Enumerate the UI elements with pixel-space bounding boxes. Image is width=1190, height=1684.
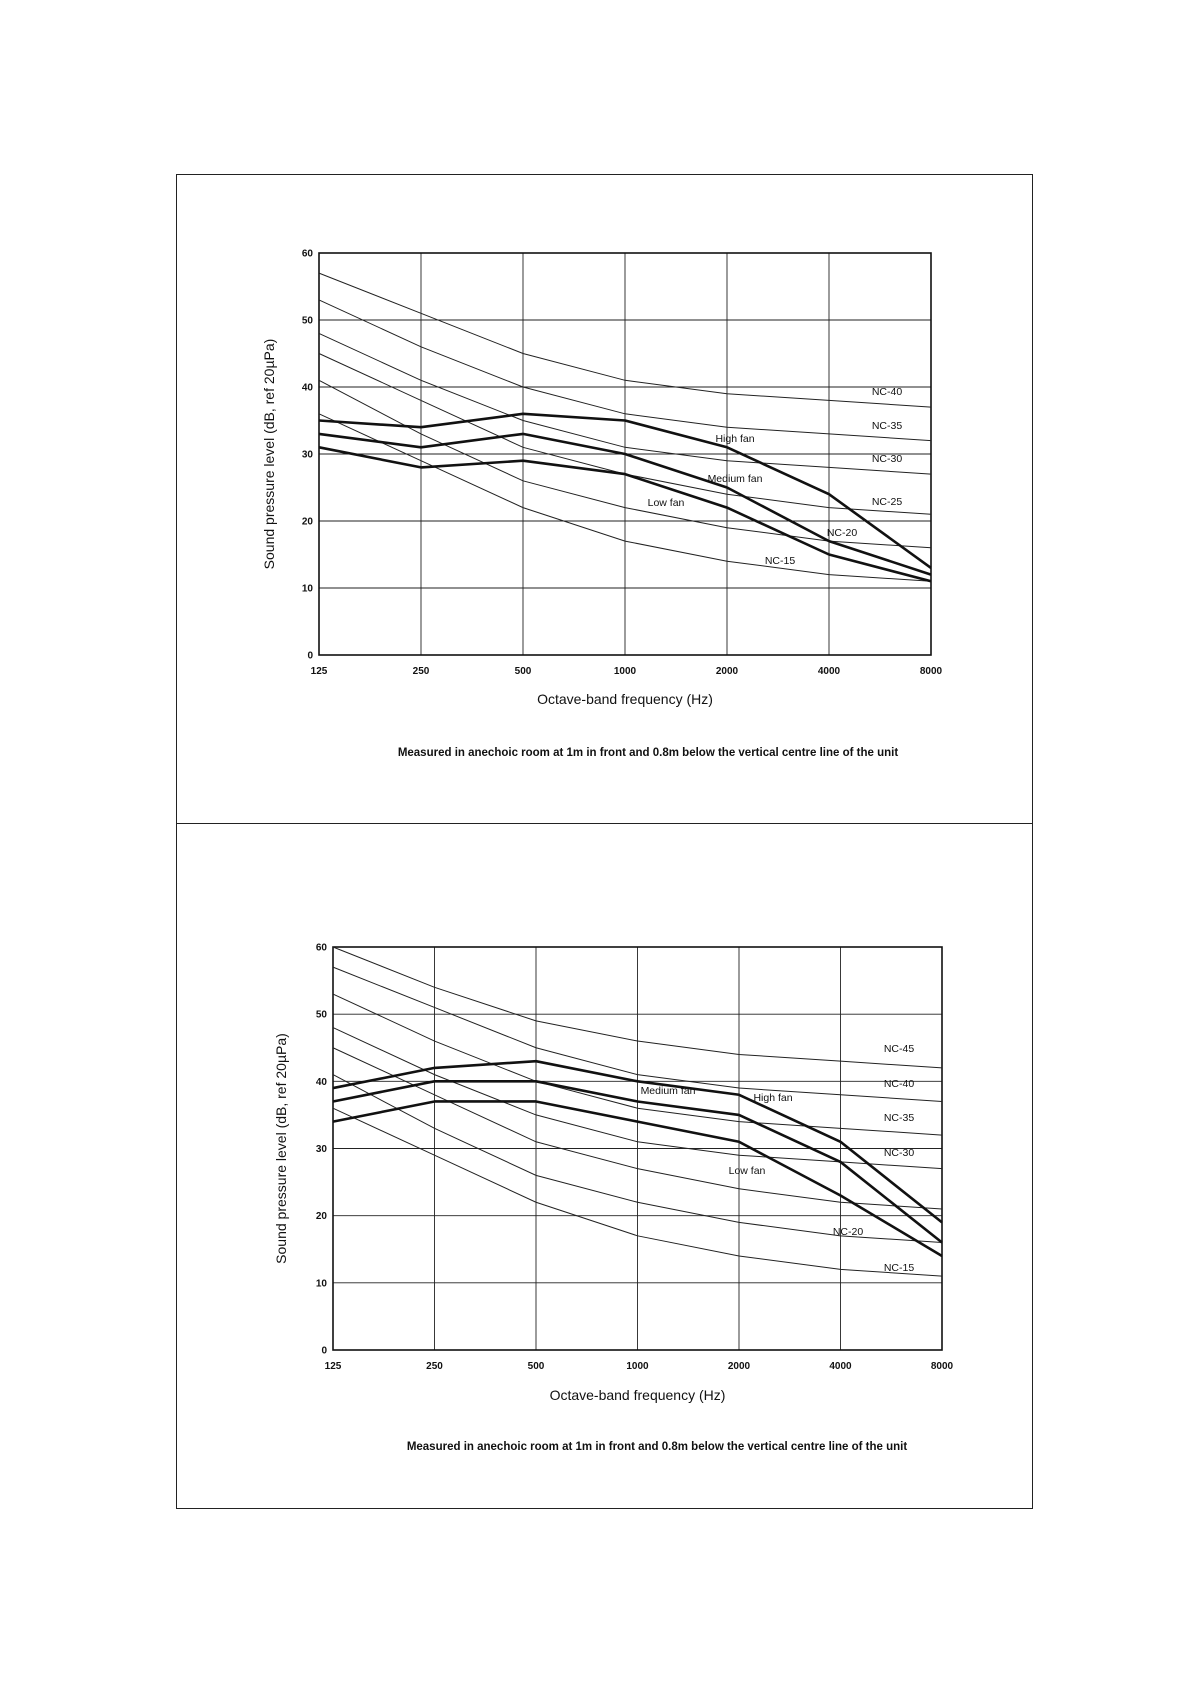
- x-axis-title: Octave-band frequency (Hz): [537, 691, 713, 707]
- x-tick-label: 1000: [614, 666, 637, 677]
- nc-curve-nc-40: [332, 966, 943, 1102]
- x-tick-label: 8000: [931, 1361, 954, 1372]
- x-tick-label: 2000: [716, 666, 739, 677]
- nc-curve-nc-25: [332, 1047, 943, 1210]
- bottom-noise-chart: 0 10 20 30 40 50 60 125 250 500 1000 2000 4000 8000 NC…: [273, 943, 954, 1454]
- series-line-high-fan: [318, 412, 932, 569]
- y-tick-label: 0: [321, 1346, 327, 1357]
- nc-curve-nc-15: [332, 1107, 943, 1277]
- y-tick-label: 0: [307, 651, 313, 662]
- nc-label-nc-15: NC-15: [884, 1262, 915, 1274]
- x-tick-label: 125: [325, 1361, 342, 1372]
- plot-area-border: [318, 252, 932, 656]
- series-label-medium-fan: Medium fan: [708, 473, 763, 485]
- nc-curve-nc-35: [318, 299, 932, 442]
- x-tick-label: 250: [426, 1361, 443, 1372]
- nc-label-nc-25: NC-25: [872, 496, 903, 508]
- measurement-note: Measured in anechoic room at 1m in front…: [398, 747, 899, 759]
- x-tick-label: 500: [528, 1361, 545, 1372]
- y-tick-label: 10: [316, 1278, 328, 1289]
- nc-label-nc-45: NC-45: [884, 1043, 915, 1055]
- x-tick-label: 1000: [626, 1361, 649, 1372]
- nc-label-nc-35: NC-35: [872, 420, 903, 432]
- top-noise-chart: 0 10 20 30 40 50 60 125 250 500 1000 2000 4000 8000 NC…: [261, 249, 943, 760]
- series-label-medium-fan: Medium fan: [641, 1085, 696, 1097]
- nc-label-nc-40: NC-40: [872, 386, 903, 398]
- y-tick-label: 40: [316, 1077, 328, 1088]
- measurement-note: Measured in anechoic room at 1m in front…: [407, 1441, 908, 1453]
- series-line-medium-fan: [318, 432, 932, 576]
- y-tick-label: 50: [316, 1010, 328, 1021]
- x-tick-label: 500: [515, 666, 532, 677]
- y-axis-title: Sound pressure level (dB, ref 20µPa): [261, 339, 277, 570]
- figure-frame: [176, 174, 1033, 1509]
- y-tick-label: 10: [302, 584, 314, 595]
- x-tick-label: 2000: [728, 1361, 751, 1372]
- nc-label-nc-15: NC-15: [765, 555, 796, 567]
- y-axis-title: Sound pressure level (dB, ref 20µPa): [273, 1033, 289, 1264]
- series-label-high-fan: High fan: [753, 1092, 792, 1104]
- series-label-low-fan: Low fan: [648, 497, 685, 509]
- series-line-low-fan: [318, 446, 932, 583]
- x-tick-label: 4000: [818, 666, 841, 677]
- series-label-low-fan: Low fan: [729, 1165, 766, 1177]
- y-tick-label: 50: [302, 316, 314, 327]
- y-tick-label: 20: [302, 517, 314, 528]
- plot-area-border: [332, 946, 943, 1351]
- nc-curve-nc-15: [318, 413, 932, 582]
- nc-label-nc-30: NC-30: [884, 1147, 915, 1159]
- nc-curve-nc-30: [318, 332, 932, 475]
- y-tick-label: 30: [316, 1144, 328, 1155]
- nc-label-nc-20: NC-20: [827, 527, 858, 539]
- nc-label-nc-35: NC-35: [884, 1112, 915, 1124]
- series-line-medium-fan: [332, 1080, 943, 1244]
- x-tick-label: 125: [311, 666, 328, 677]
- series-line-low-fan: [332, 1100, 943, 1258]
- x-tick-label: 8000: [920, 666, 943, 677]
- panel-divider: [177, 823, 1032, 824]
- nc-curve-nc-20: [332, 1074, 943, 1244]
- y-tick-label: 20: [316, 1211, 328, 1222]
- series-line-high-fan: [332, 1059, 943, 1224]
- series-label-high-fan: High fan: [715, 433, 754, 445]
- nc-curve-nc-35: [332, 993, 943, 1136]
- y-tick-label: 60: [316, 943, 328, 954]
- nc-label-nc-40: NC-40: [884, 1078, 915, 1090]
- y-tick-label: 30: [302, 450, 314, 461]
- x-tick-label: 250: [413, 666, 430, 677]
- nc-curve-nc-45: [332, 946, 943, 1069]
- x-tick-label: 4000: [829, 1361, 852, 1372]
- y-tick-label: 40: [302, 383, 314, 394]
- x-axis-title: Octave-band frequency (Hz): [550, 1387, 726, 1403]
- nc-label-nc-20: NC-20: [833, 1226, 864, 1238]
- nc-label-nc-30: NC-30: [872, 453, 903, 465]
- y-tick-label: 60: [302, 249, 314, 260]
- nc-curve-nc-40: [318, 272, 932, 408]
